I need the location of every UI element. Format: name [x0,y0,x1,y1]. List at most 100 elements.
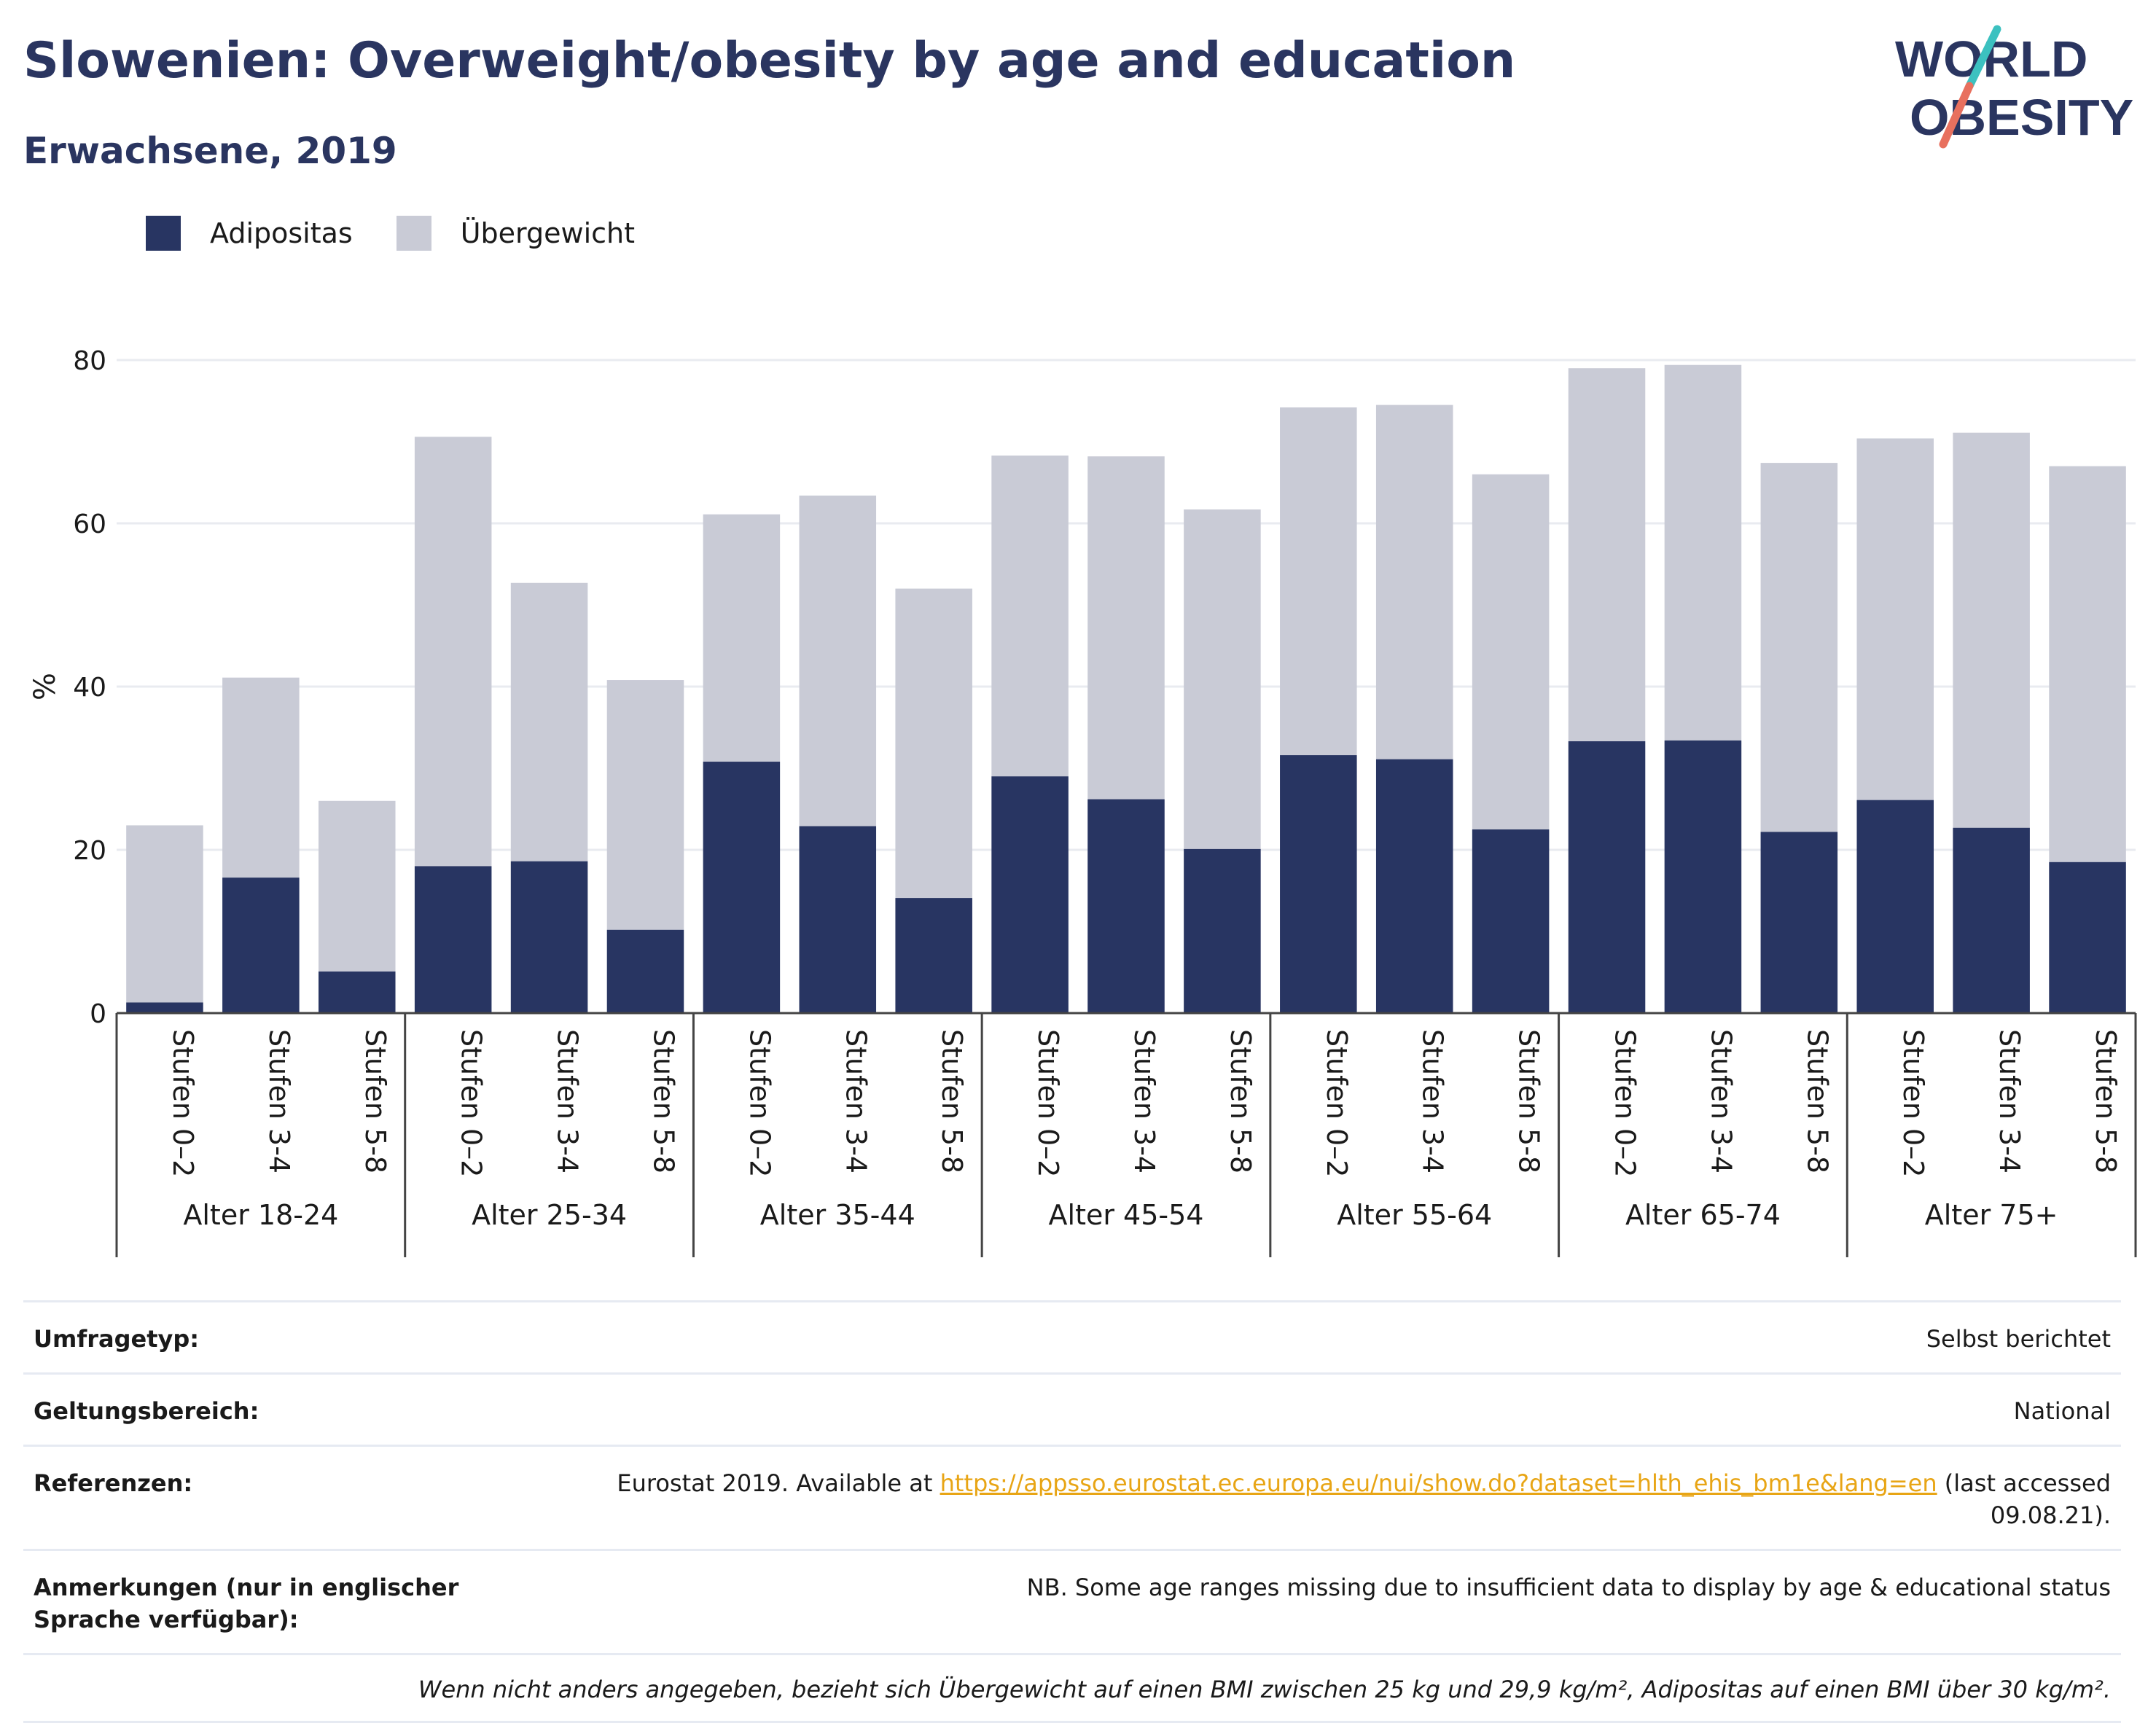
x-tick-label: Stufen 5-8 [2090,1029,2122,1173]
bar-uebergewicht [1280,407,1357,756]
info-row-notes: Anmerkungen (nur in englischer Sprache v… [23,1549,2121,1653]
bar-uebergewicht [414,437,492,867]
bar-adipositas [1184,848,1261,1013]
reference-suffix: (last accessed 09.08.21). [1937,1469,2111,1529]
info-value: NB. Some age ranges missing due to insuf… [1026,1574,2111,1601]
bar-uebergewicht [222,677,300,878]
x-tick-label: Stufen 0–2 [456,1029,488,1177]
bar-uebergewicht [606,680,684,930]
bar-uebergewicht [991,456,1069,777]
bar-adipositas [319,971,396,1013]
x-tick-label: Stufen 0–2 [1321,1029,1353,1177]
chart-title: Slowenien: Overweight/obesity by age and… [23,32,1516,90]
group-label: Alter 25-34 [472,1199,627,1231]
info-value: Eurostat 2019. Available at https://apps… [580,1467,2111,1531]
bar-adipositas [510,861,588,1013]
bar-uebergewicht [1760,463,1838,832]
y-axis-label: % [28,673,62,700]
bar-adipositas [2049,862,2126,1013]
bar-uebergewicht [799,495,877,827]
bar-uebergewicht [319,800,396,972]
y-tick-label: 20 [73,836,106,866]
x-tick-label: Stufen 3-4 [1417,1029,1449,1173]
legend-label-adipositas: Adipositas [210,217,353,249]
bar-uebergewicht [703,514,781,762]
bar-adipositas [991,776,1069,1013]
y-tick-label: 0 [90,999,106,1029]
reference-link[interactable]: https://appsso.eurostat.ec.europa.eu/nui… [940,1469,1937,1497]
bar-adipositas [895,898,972,1013]
bar-adipositas [703,762,781,1013]
bar-adipositas [222,878,300,1013]
bar-adipositas [1760,832,1838,1013]
bar-adipositas [1375,759,1453,1013]
bar-adipositas [799,826,877,1013]
legend-item-uebergewicht[interactable]: Übergewicht [396,216,635,251]
info-label: Anmerkungen (nur in englischer Sprache v… [34,1574,459,1633]
group-label: Alter 75+ [1925,1199,2058,1231]
x-tick-label: Stufen 0–2 [1609,1029,1641,1177]
info-table: Umfragetyp: Selbst berichtet Geltungsber… [23,1300,2121,1723]
group-label: Alter 35-44 [760,1199,915,1231]
x-tick-label: Stufen 5-8 [1513,1029,1545,1173]
x-tick-label: Stufen 5-8 [647,1029,679,1173]
group-label: Alter 18-24 [183,1199,338,1231]
bar-adipositas [606,929,684,1013]
bar-uebergewicht [510,582,588,862]
logo-slash-teal [1965,25,2001,90]
bar-uebergewicht [1856,438,1934,800]
y-tick-label: 40 [73,673,106,703]
y-tick-label: 80 [73,346,106,376]
bar-uebergewicht [895,588,972,899]
x-tick-label: Stufen 5-8 [359,1029,391,1173]
info-value: Selbst berichtet [1926,1325,2111,1353]
x-tick-label: Stufen 3-4 [263,1029,295,1173]
bar-chart: 0 20 40 60 80% Stufen 0–2 Stufen 3-4 Stufen 5-8… [28,346,2137,1257]
bar-uebergewicht [1375,405,1453,759]
bar-adipositas [1953,827,2030,1013]
x-tick-label: Stufen 0–2 [167,1029,199,1177]
bar-adipositas [126,1002,203,1013]
x-tick-label: Stufen 5-8 [1225,1029,1257,1173]
info-row-coverage: Geltungsbereich: National [23,1372,2121,1445]
chart-legend: Adipositas Übergewicht [146,216,679,251]
bar-uebergewicht [2049,466,2126,862]
bar-adipositas [1664,740,1742,1013]
group-label: Alter 45-54 [1049,1199,1204,1231]
x-tick-label: Stufen 3-4 [552,1029,584,1173]
bar-uebergewicht [1472,474,1550,829]
world-obesity-logo: WORLD OBESITY [1895,25,2133,149]
bar-uebergewicht [1087,456,1165,800]
info-row-survey-type: Umfragetyp: Selbst berichtet [23,1300,2121,1372]
legend-swatch-uebergewicht [396,216,431,251]
bar-uebergewicht [126,825,203,1003]
bar-adipositas [1087,799,1165,1013]
info-row-references: Referenzen: Eurostat 2019. Available at … [23,1445,2121,1549]
y-tick-label: 60 [73,509,106,539]
bar-adipositas [1280,755,1357,1013]
reference-prefix: Eurostat 2019. Available at [617,1469,940,1497]
x-tick-label: Stufen 0–2 [1897,1029,1929,1177]
x-tick-label: Stufen 5-8 [936,1029,968,1173]
x-tick-label: Stufen 3-4 [1705,1029,1737,1173]
x-tick-label: Stufen 3-4 [1993,1029,2026,1173]
legend-swatch-adipositas [146,216,181,251]
info-label: Geltungsbereich: [34,1397,259,1425]
group-label: Alter 55-64 [1337,1199,1492,1231]
x-tick-label: Stufen 3-4 [840,1029,872,1173]
chart-subtitle: Erwachsene, 2019 [23,130,397,172]
legend-item-adipositas[interactable]: Adipositas [146,216,353,251]
x-tick-label: Stufen 0–2 [1032,1029,1064,1177]
info-label: Umfragetyp: [34,1325,200,1353]
x-tick-label: Stufen 3-4 [1128,1029,1160,1173]
legend-label-uebergewicht: Übergewicht [460,217,635,249]
bar-uebergewicht [1184,509,1261,849]
info-label: Referenzen: [34,1469,193,1497]
x-tick-label: Stufen 5-8 [1801,1029,1833,1173]
x-tick-label: Stufen 0–2 [743,1029,776,1177]
group-label: Alter 65-74 [1625,1199,1781,1231]
logo-slash-coral [1939,82,1974,149]
bar-adipositas [414,866,492,1013]
info-value: National [2013,1397,2111,1425]
bar-uebergewicht [1664,364,1742,741]
